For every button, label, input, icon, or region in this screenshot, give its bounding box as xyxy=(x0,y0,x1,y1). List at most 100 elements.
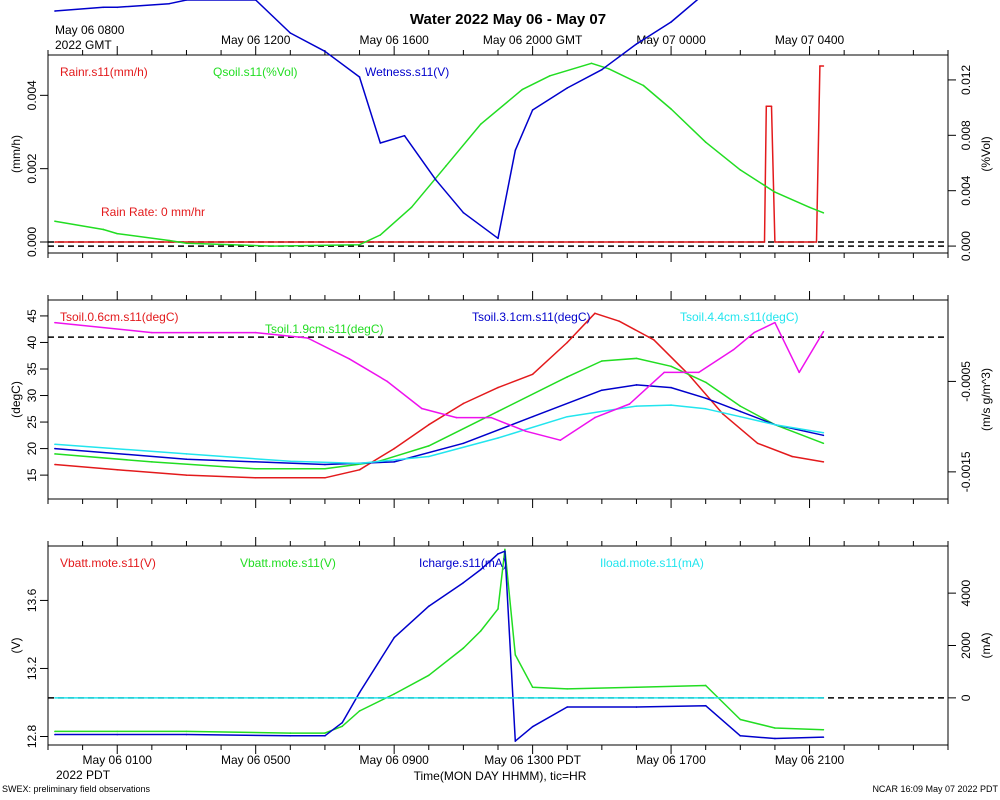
data-point xyxy=(566,341,569,344)
data-point xyxy=(393,693,395,695)
data-point xyxy=(798,371,800,374)
data-point xyxy=(791,455,794,458)
data-point xyxy=(185,474,188,476)
data-point xyxy=(341,725,344,728)
data-point xyxy=(739,169,742,171)
series-line xyxy=(54,404,824,465)
data-point xyxy=(116,6,119,9)
data-point xyxy=(594,416,596,419)
data-point xyxy=(521,88,524,91)
data-point xyxy=(763,241,766,243)
footer-right: NCAR 16:09 May 07 2022 PDT xyxy=(872,784,998,794)
data-point xyxy=(116,733,119,736)
left-tick-label: 13.2 xyxy=(25,656,39,680)
data-point xyxy=(531,373,534,376)
data-point xyxy=(642,84,645,87)
data-point xyxy=(704,684,707,687)
data-point xyxy=(116,232,119,235)
left-axis-label: (degC) xyxy=(9,381,23,418)
data-point xyxy=(822,434,825,437)
right-axis-label: (%Vol) xyxy=(979,136,993,171)
data-point xyxy=(566,415,569,418)
data-point xyxy=(774,737,776,740)
data-point xyxy=(601,68,603,71)
data-point xyxy=(739,735,742,737)
data-point xyxy=(151,461,153,463)
left-tick-label: 30 xyxy=(25,389,39,403)
data-point xyxy=(427,674,430,677)
data-point xyxy=(566,688,569,690)
data-point xyxy=(358,243,361,246)
temperature-panel: 15 20 25 30 35 40 45 (degC) -0.0015 -0.0005 (m/s g… xyxy=(9,291,993,508)
data-point xyxy=(324,467,326,470)
data-point xyxy=(722,413,724,415)
data-point xyxy=(822,736,825,738)
data-point xyxy=(732,348,735,351)
data-point xyxy=(497,437,499,439)
data-point xyxy=(739,405,742,407)
data-point xyxy=(822,330,825,333)
series-line xyxy=(54,65,824,243)
right-tick-label: 0.008 xyxy=(959,120,973,150)
data-point xyxy=(697,371,700,374)
pdt-tick-label: May 06 0500 xyxy=(221,753,291,767)
data-point xyxy=(289,460,292,463)
gmt-tick-label: May 06 1600 xyxy=(359,33,429,47)
data-point xyxy=(618,320,620,323)
data-point xyxy=(590,62,593,65)
data-point xyxy=(531,686,534,688)
right-tick-label: 0.012 xyxy=(959,65,973,95)
data-point xyxy=(670,365,672,368)
series-line xyxy=(54,548,824,734)
data-point xyxy=(434,178,437,181)
data-point xyxy=(663,371,665,374)
footer-left: SWEX: preliminary field observations xyxy=(2,784,151,794)
data-point xyxy=(704,704,707,707)
data-point xyxy=(704,381,707,384)
right-axis-label: (m/s g/m^3) xyxy=(979,368,993,431)
data-point xyxy=(670,108,672,110)
data-point xyxy=(358,462,361,465)
data-point xyxy=(514,740,517,742)
data-point xyxy=(479,123,482,126)
data-point xyxy=(746,241,749,243)
data-point xyxy=(566,87,569,89)
data-point xyxy=(54,443,56,446)
data-point xyxy=(774,241,776,243)
data-point xyxy=(116,730,119,733)
data-point xyxy=(379,234,382,236)
data-point xyxy=(490,416,492,419)
data-point xyxy=(54,447,56,450)
data-point xyxy=(185,458,188,461)
gmt-tick-label: May 06 2000 GMT xyxy=(483,33,583,47)
plot-frame xyxy=(47,545,949,746)
plot-frame xyxy=(47,299,949,500)
pdt-tick-label: May 06 0900 xyxy=(359,753,429,767)
data-point xyxy=(635,384,638,386)
data-point xyxy=(704,141,707,144)
data-point xyxy=(822,442,825,445)
right-tick-label: 2000 xyxy=(959,632,973,659)
chart-title: Water 2022 May 06 - May 07 xyxy=(410,11,606,28)
left-tick-label: 15 xyxy=(25,468,39,482)
x-axis-label: Time(MON DAY HHMM), tic=HR xyxy=(414,769,587,783)
data-point xyxy=(254,331,257,334)
data-point xyxy=(497,608,499,610)
data-point xyxy=(819,65,821,67)
data-point xyxy=(386,380,389,383)
data-point xyxy=(514,654,517,656)
data-point xyxy=(601,360,603,362)
data-point xyxy=(358,76,361,78)
legend-entry: Tsoil.4.4cm.s11(degC) xyxy=(680,310,799,324)
power-panel: 12.8 13.2 13.6 (V) 0 2000 4000 (mA) Vbatt.mote.s… xyxy=(9,537,993,754)
left-tick-label: 13.6 xyxy=(25,588,39,612)
data-point xyxy=(254,467,257,470)
data-point xyxy=(822,461,825,463)
right-tick-label: -0.0005 xyxy=(959,361,973,402)
data-point xyxy=(635,686,638,688)
pdt-tick-label: May 06 0100 xyxy=(83,753,153,767)
data-point xyxy=(185,453,188,455)
data-point xyxy=(670,386,672,389)
pdt-year-label: 2022 PDT xyxy=(56,768,111,782)
